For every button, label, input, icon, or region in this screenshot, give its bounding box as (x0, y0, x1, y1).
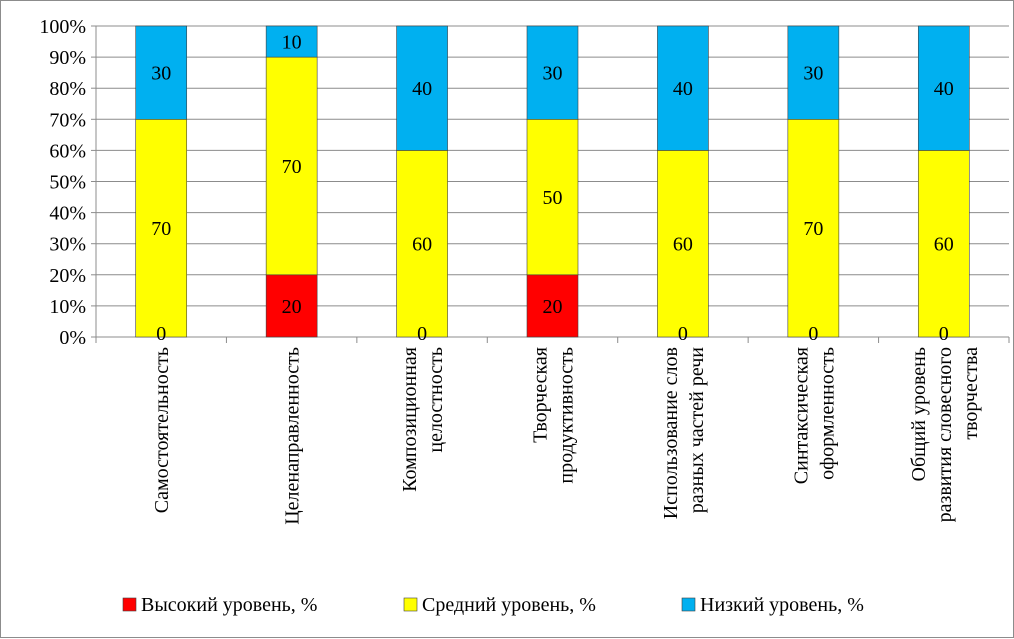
bar-segment (526, 119, 579, 276)
category-label-line: развития словесного (934, 347, 956, 522)
y-tick-label: 30% (49, 234, 86, 256)
category-label: Использование слов разных частей речи (660, 347, 708, 520)
y-tick-label: 40% (49, 203, 86, 225)
category-label-line: Использование слов (660, 347, 682, 519)
legend-swatch (681, 597, 696, 612)
y-tick-label: 0% (59, 327, 86, 349)
bar-segment (265, 274, 318, 338)
category-label-line: творчества (960, 347, 982, 440)
category-label-line: Синтаксическая (790, 347, 812, 484)
data-label: 20 (282, 296, 302, 318)
bar-segment (135, 119, 188, 338)
data-label: 50 (543, 187, 563, 209)
category-label: Синтаксическая оформленность (790, 347, 838, 484)
y-tick-label: 20% (49, 265, 86, 287)
data-label: 70 (151, 218, 171, 240)
data-label: 60 (412, 234, 432, 256)
category-label-line: Самостоятельность (151, 347, 173, 513)
data-label: 30 (803, 63, 823, 85)
data-label: 40 (934, 78, 954, 100)
data-label: 40 (412, 78, 432, 100)
data-label: 0 (808, 323, 818, 345)
bar-segment (265, 56, 318, 276)
bar-segment (526, 25, 579, 120)
legend-label: Низкий уровень, % (700, 594, 864, 616)
data-label: 70 (803, 218, 823, 240)
data-label: 0 (156, 323, 166, 345)
data-label: 40 (673, 78, 693, 100)
y-tick-label: 60% (49, 140, 86, 162)
bars (135, 25, 970, 338)
bar-segment (917, 25, 970, 151)
bar-segment (396, 150, 448, 338)
category-label: Самостоятельность (151, 347, 173, 513)
category-label-line: оформленность (816, 347, 838, 480)
category-label-line: Общий уровень (908, 347, 930, 481)
legend-label: Средний уровень, % (422, 594, 596, 616)
data-label: 30 (151, 63, 171, 85)
category-label-line: целостность (425, 347, 447, 453)
category-label-line: Творческая (530, 347, 552, 443)
y-tick-label: 100% (39, 16, 86, 38)
bar-segment (135, 25, 188, 120)
legend: Высокий уровень, % Средний уровень, % Низк… (122, 594, 864, 616)
y-tick-label: 80% (49, 78, 86, 100)
category-label-line: продуктивность (556, 347, 578, 484)
category-labels: Самостоятельность Целенаправленность Компо… (151, 347, 982, 525)
category-label: Композиционная целостность (399, 347, 447, 492)
y-tick-label: 90% (49, 47, 86, 69)
bar-segment (657, 150, 709, 338)
y-tick-label: 50% (49, 172, 86, 194)
data-label: 20 (543, 296, 563, 318)
bar-segment (657, 25, 709, 151)
bar-segment (787, 119, 840, 338)
legend-swatch (403, 597, 418, 612)
bar-segment (265, 25, 318, 58)
legend-label: Высокий уровень, % (141, 594, 317, 616)
data-label: 30 (543, 63, 563, 85)
data-labels: 0 70 30 20 70 10 0 60 40 20 50 30 0 60 40 0 70 30 0 60 40 (151, 32, 954, 345)
bar-segment (396, 25, 448, 151)
data-label: 60 (673, 234, 693, 256)
category-label-line: Композиционная (399, 347, 421, 492)
bar-segment (917, 150, 970, 338)
data-label: 0 (939, 323, 949, 345)
category-label-line: разных частей речи (686, 347, 708, 513)
bar-segment (787, 25, 840, 120)
data-label: 60 (934, 234, 954, 256)
data-label: 10 (282, 32, 302, 54)
category-label-line: Целенаправленность (282, 347, 304, 525)
y-tick-label: 10% (49, 296, 86, 318)
y-tick-label: 70% (49, 109, 86, 131)
category-label: Творческая продуктивность (530, 347, 578, 484)
data-label: 0 (417, 323, 427, 345)
data-label: 70 (282, 156, 302, 178)
data-label: 0 (678, 323, 688, 345)
category-label: Общий уровень развития словесного творчест… (908, 347, 982, 523)
category-label: Целенаправленность (282, 347, 304, 525)
legend-swatch (122, 597, 137, 612)
